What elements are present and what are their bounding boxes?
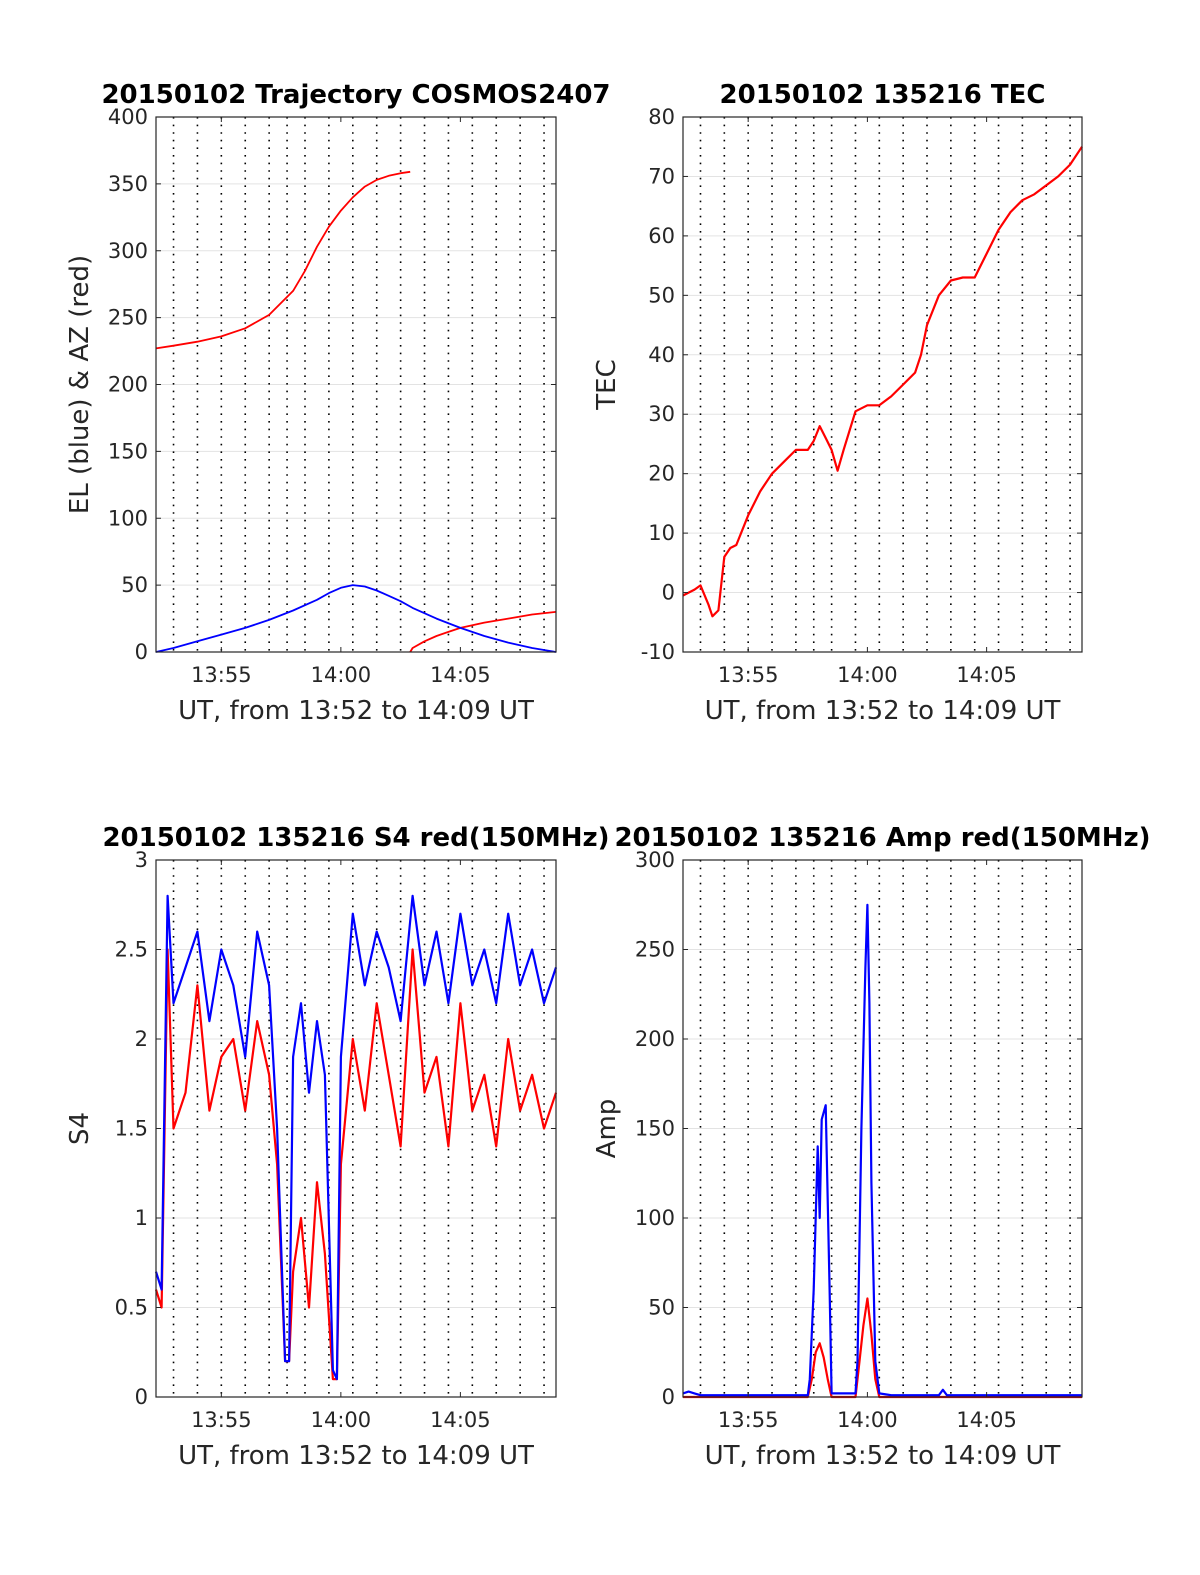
series-line-s4-1 — [154, 894, 558, 1381]
x-tick-label: 14:00 — [311, 1408, 372, 1432]
y-tick-label: 250 — [108, 306, 148, 330]
y-tick-label: 0 — [662, 581, 675, 605]
chart-title: 20150102 135216 TEC — [720, 80, 1046, 110]
y-tick-label: 70 — [648, 164, 675, 188]
y-tick-label: 300 — [108, 239, 148, 263]
y-axis-label: EL (blue) & AZ (red) — [65, 255, 95, 514]
x-tick-label: 14:05 — [956, 1408, 1017, 1432]
y-tick-label: 0.5 — [115, 1296, 148, 1320]
y-tick-label: 350 — [108, 172, 148, 196]
x-tick-label: 14:05 — [430, 663, 491, 687]
x-axis-label: UT, from 13:52 to 14:09 UT — [705, 1441, 1061, 1471]
y-tick-label: 60 — [648, 224, 675, 248]
y-tick-label: 250 — [635, 938, 675, 962]
series-line-tec-0 — [682, 146, 1083, 618]
y-tick-label: 80 — [648, 105, 675, 129]
x-tick-label: 14:05 — [430, 1408, 491, 1432]
x-axis-label: UT, from 13:52 to 14:09 UT — [178, 696, 534, 726]
x-tick-label: 13:55 — [718, 1408, 779, 1432]
chart-title: 20150102 Trajectory COSMOS2407 — [101, 80, 610, 110]
y-tick-label: 400 — [108, 105, 148, 129]
y-tick-label: 2 — [135, 1027, 148, 1051]
y-tick-label: 150 — [108, 439, 148, 463]
y-tick-label: 0 — [135, 1385, 148, 1409]
y-axis-label: Amp — [592, 1099, 622, 1159]
series-line-trajectory-0 — [155, 170, 411, 350]
x-tick-label: 13:55 — [191, 663, 252, 687]
chart-title: 20150102 135216 Amp red(150MHz) — [614, 823, 1150, 853]
x-tick-label: 14:00 — [311, 663, 372, 687]
x-tick-label: 14:00 — [837, 1408, 898, 1432]
y-axis-label: S4 — [65, 1112, 95, 1145]
series-line-trajectory-1 — [409, 611, 557, 653]
y-tick-label: 50 — [648, 283, 675, 307]
y-axis-label: TEC — [592, 359, 622, 410]
y-tick-label: 30 — [648, 402, 675, 426]
y-tick-label: 0 — [662, 1385, 675, 1409]
y-tick-label: 10 — [648, 521, 675, 545]
series-line-trajectory-2 — [155, 584, 557, 653]
y-tick-label: 40 — [648, 343, 675, 367]
axes-frame — [682, 116, 1083, 653]
y-tick-label: 50 — [648, 1296, 675, 1320]
y-tick-label: 2.5 — [115, 938, 148, 962]
y-tick-label: 300 — [635, 848, 675, 872]
y-tick-label: 50 — [121, 573, 148, 597]
y-tick-label: -10 — [641, 640, 675, 664]
y-tick-label: 150 — [635, 1117, 675, 1141]
series-line-amp-1 — [682, 903, 1082, 1397]
y-tick-label: 3 — [135, 848, 148, 872]
x-tick-label: 14:05 — [956, 663, 1017, 687]
x-axis-label: UT, from 13:52 to 14:09 UT — [705, 696, 1061, 726]
x-axis-label: UT, from 13:52 to 14:09 UT — [178, 1441, 534, 1471]
x-tick-label: 14:00 — [837, 663, 898, 687]
y-tick-label: 1.5 — [115, 1117, 148, 1141]
y-tick-label: 1 — [135, 1206, 148, 1230]
y-tick-label: 100 — [635, 1206, 675, 1230]
series-line-s4-0 — [154, 948, 558, 1381]
y-tick-label: 0 — [135, 640, 148, 664]
chart-title: 20150102 135216 S4 red(150MHz) — [102, 823, 609, 853]
x-tick-label: 13:55 — [718, 663, 779, 687]
y-tick-label: 200 — [635, 1027, 675, 1051]
y-tick-label: 100 — [108, 506, 148, 530]
y-tick-label: 20 — [648, 462, 675, 486]
x-tick-label: 13:55 — [191, 1408, 252, 1432]
y-tick-label: 200 — [108, 373, 148, 397]
